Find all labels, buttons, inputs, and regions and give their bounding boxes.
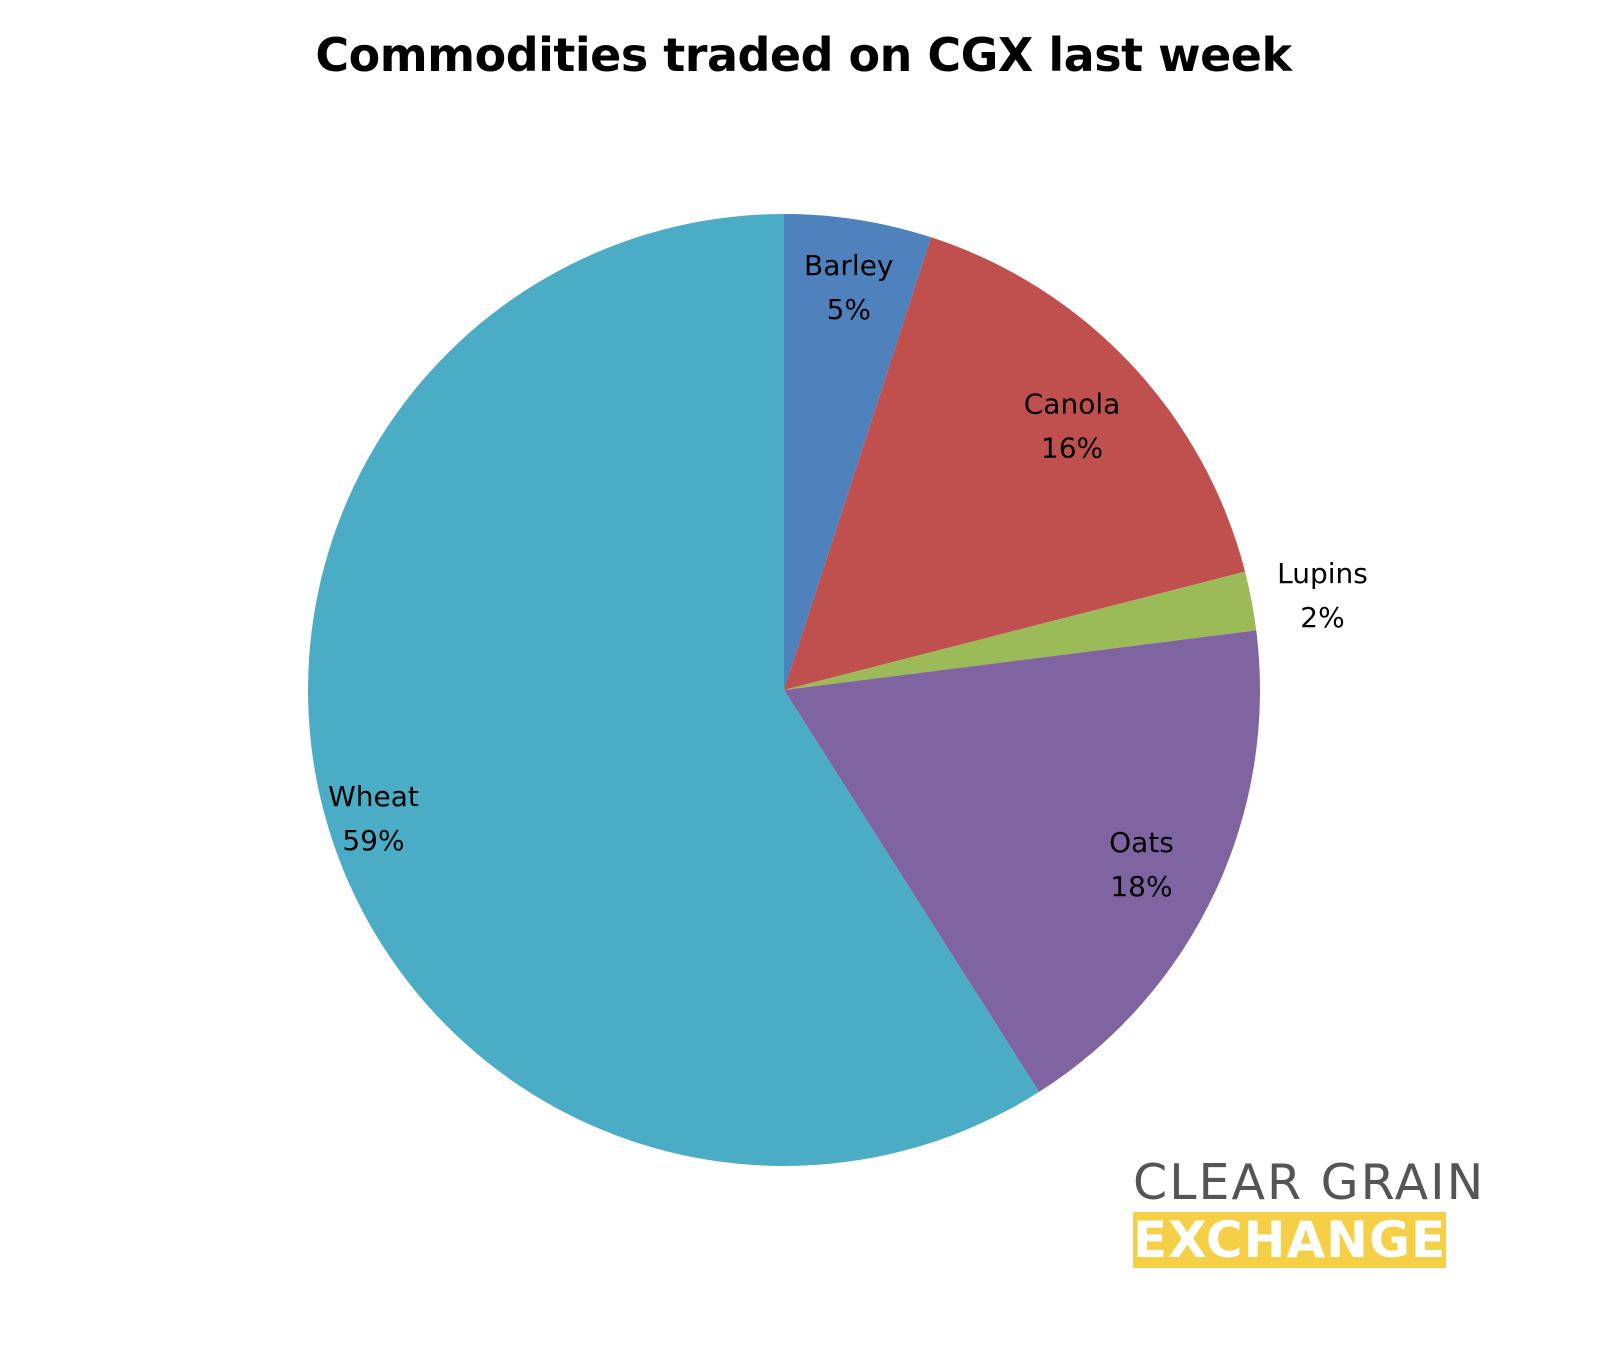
pie-slices: [308, 214, 1260, 1166]
pie-labels: Barley 5% Canola 16% Lupins 2% Oats 18% Wheat 59%: [328, 249, 1368, 903]
slice-percent-label: 16%: [1041, 432, 1103, 465]
slice-name-label: Lupins: [1277, 557, 1368, 590]
slice-percent-label: 5%: [827, 293, 871, 326]
chart-title: Commodities traded on CGX last week: [315, 28, 1292, 82]
logo-line-exchange: EXCHANGE: [1133, 1211, 1447, 1269]
slice-name-label: Oats: [1109, 826, 1174, 859]
slice-percent-label: 59%: [342, 824, 404, 857]
slice-name-label: Canola: [1024, 388, 1121, 421]
pie-label-canola: Canola 16%: [1024, 388, 1121, 465]
pie-label-wheat: Wheat 59%: [328, 780, 419, 857]
slice-name-label: Barley: [804, 249, 893, 282]
logo-line-clear-grain: CLEAR GRAIN: [1133, 1154, 1486, 1211]
clear-grain-exchange-logo: CLEAR GRAIN EXCHANGE: [1133, 1158, 1533, 1268]
pie-label-barley: Barley 5%: [804, 249, 893, 326]
pie-label-lupins: Lupins 2%: [1277, 557, 1368, 634]
pie-slice-oats: [784, 630, 1260, 1092]
slice-name-label: Wheat: [328, 780, 419, 813]
pie-slice-canola: [784, 237, 1246, 690]
pie-slice-lupins: [784, 571, 1257, 690]
slice-percent-label: 18%: [1110, 870, 1172, 903]
slice-percent-label: 2%: [1300, 601, 1344, 634]
pie-slice-barley: [784, 214, 932, 690]
pie-slice-wheat: [308, 214, 1040, 1166]
pie-label-oats: Oats 18%: [1109, 826, 1174, 903]
